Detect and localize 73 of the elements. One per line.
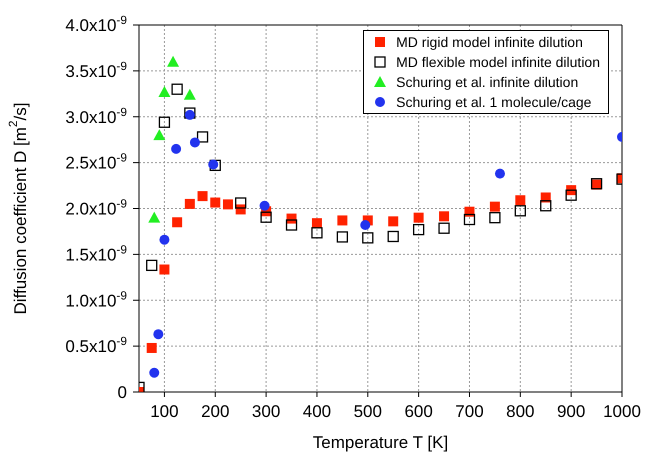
- y-tick-label: 0: [118, 383, 127, 402]
- legend-label: Schuring et al. infinite dilution: [396, 73, 578, 92]
- y-tick-label: 1.5x10$^{-9}$: [65, 242, 128, 264]
- point: [235, 197, 246, 209]
- point: [414, 212, 424, 223]
- x-tick-label: 700: [455, 402, 484, 421]
- point: [146, 342, 157, 353]
- point: [362, 232, 374, 244]
- point: [438, 222, 450, 234]
- point: [208, 159, 218, 170]
- point: [260, 200, 270, 211]
- point: [388, 216, 398, 226]
- x-tick-label: 600: [404, 402, 433, 421]
- point: [260, 212, 272, 223]
- point: [222, 199, 233, 210]
- point: [159, 234, 170, 245]
- point: [336, 231, 348, 243]
- y-tick-label: 4.0x10$^{-9}$: [65, 13, 128, 35]
- point: [439, 211, 450, 222]
- point: [190, 137, 200, 148]
- point: [464, 214, 476, 226]
- point: [515, 195, 526, 206]
- point: [514, 205, 526, 216]
- point: [171, 144, 182, 154]
- y-tick-label: 2.0x10$^{-9}$: [65, 196, 128, 218]
- point: [196, 131, 208, 143]
- y-tick-label: 2.5x10$^{-9}$: [65, 150, 128, 173]
- y-tick-label: 3.5x10$^{-9}$: [65, 58, 128, 81]
- point: [494, 168, 505, 179]
- point: [566, 190, 577, 201]
- point: [184, 88, 196, 100]
- x-tick-label: 1000: [603, 402, 641, 421]
- y-tick-label: 1.0x10$^{-9}$: [65, 288, 128, 310]
- point: [171, 84, 183, 95]
- point: [412, 224, 424, 236]
- point: [184, 198, 195, 209]
- point: [148, 212, 160, 223]
- point: [149, 368, 160, 378]
- legend-label: Schuring et al. 1 molecule/cage: [396, 93, 592, 112]
- point: [360, 220, 370, 230]
- point: [337, 215, 348, 226]
- point: [286, 219, 298, 231]
- x-tick-label: 300: [252, 402, 280, 421]
- legend-label: MD rigid model infinite dilution: [396, 33, 583, 52]
- point: [388, 230, 399, 242]
- y-tick-label: 3.0x10$^{-9}$: [65, 104, 128, 127]
- point: [198, 191, 208, 202]
- x-axis-title: Temperature T [K]: [312, 433, 448, 452]
- point: [158, 86, 170, 97]
- point: [184, 107, 196, 119]
- legend-label: MD flexible model infinite dilution: [396, 53, 600, 72]
- point: [311, 227, 323, 238]
- point: [167, 56, 180, 67]
- x-tick-label: 500: [354, 402, 382, 421]
- point: [184, 110, 195, 120]
- point: [540, 200, 552, 212]
- point: [146, 260, 158, 272]
- point: [159, 264, 170, 275]
- point: [490, 202, 500, 212]
- point: [210, 160, 221, 172]
- x-tick-label: 400: [302, 402, 332, 421]
- x-tick-label: 800: [506, 402, 535, 421]
- y-tick-label: 0.5x10$^{-9}$: [65, 334, 128, 356]
- point: [312, 218, 322, 228]
- point: [210, 198, 220, 208]
- x-tick-label: 100: [150, 402, 179, 421]
- point: [172, 217, 182, 228]
- point: [489, 212, 501, 224]
- point: [153, 329, 164, 340]
- point: [153, 129, 166, 140]
- point: [158, 116, 170, 128]
- x-tick-label: 200: [201, 402, 230, 421]
- x-tick-label: 900: [556, 402, 586, 421]
